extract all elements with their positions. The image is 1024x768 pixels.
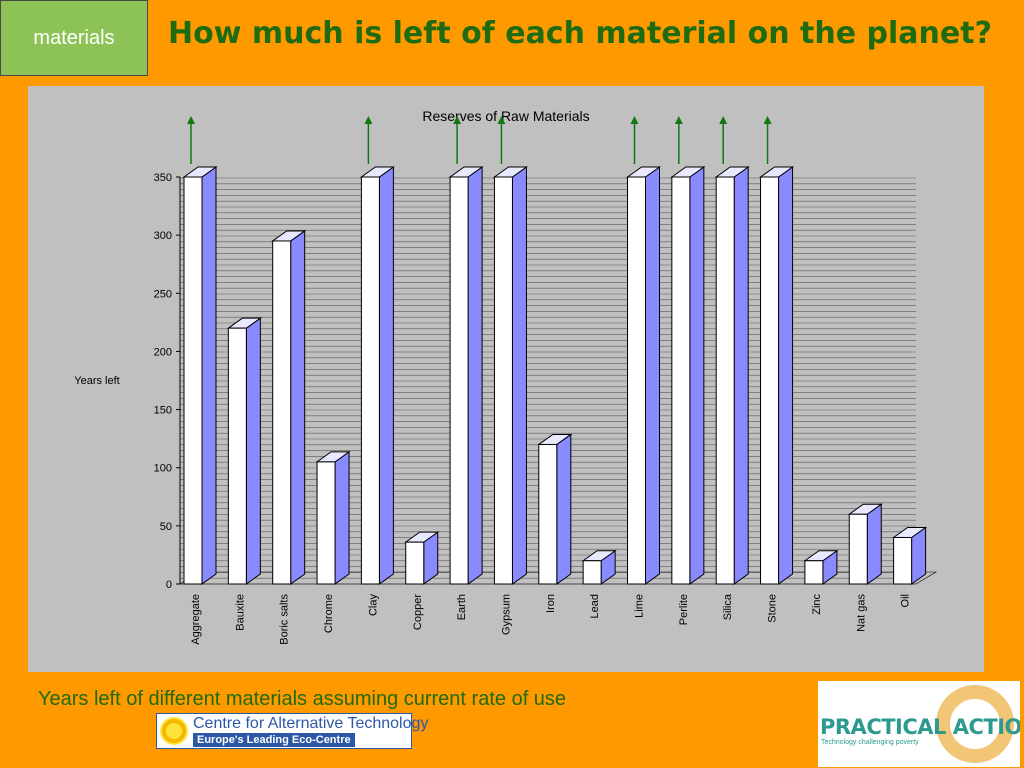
x-tick-label: Zinc	[811, 594, 823, 615]
chart-title: Reserves of Raw Materials	[422, 108, 589, 124]
bar	[271, 229, 307, 585]
bar	[803, 549, 839, 585]
bar-front	[582, 560, 602, 585]
section-tag: materials	[0, 0, 148, 76]
arrow-up-icon	[630, 116, 639, 124]
bar-side	[378, 166, 394, 585]
bar-side	[334, 450, 350, 585]
bar-front	[405, 541, 425, 585]
bar-front	[804, 560, 824, 585]
bar-side	[511, 166, 527, 585]
arrow-up-icon	[763, 116, 772, 124]
chart-panel: Reserves of Raw Materials Years left 0 50…	[28, 86, 984, 672]
x-axis-ticks: Aggregate Bauxite Boric salts Chrome Clay Cop…	[190, 593, 912, 645]
arrow-up-icon	[364, 116, 373, 124]
bar	[758, 166, 795, 585]
y-tick-label: 350	[154, 172, 172, 184]
x-tick-label: Earth	[456, 594, 468, 620]
bar-side	[201, 166, 217, 585]
bar-front	[848, 513, 868, 585]
bar-side	[733, 166, 749, 585]
y-tick-label: 300	[154, 230, 172, 242]
bar	[404, 531, 440, 585]
x-tick-label: Gypsum	[500, 594, 512, 635]
reserves-bar-chart: Reserves of Raw Materials Years left 0 50…	[74, 108, 938, 645]
x-tick-label: Oil	[900, 594, 912, 607]
bar-front	[449, 176, 469, 585]
bar-side	[689, 166, 705, 585]
bar-side	[467, 166, 483, 585]
bar-front	[227, 327, 247, 585]
exceeds-axis-arrows	[187, 116, 772, 164]
x-tick-label: Chrome	[323, 594, 335, 633]
bar	[847, 503, 883, 585]
x-tick-label: Aggregate	[190, 594, 202, 645]
x-tick-label: Clay	[367, 594, 379, 617]
x-tick-label: Nat gas	[855, 594, 867, 632]
bar-side	[556, 433, 572, 585]
x-tick-label: Copper	[412, 594, 424, 630]
arrow-up-icon	[719, 116, 728, 124]
bar	[492, 166, 529, 585]
arrow-up-icon	[497, 116, 506, 124]
bar	[315, 450, 351, 585]
bar	[448, 166, 484, 585]
bar-side	[245, 317, 261, 585]
bars	[182, 166, 928, 585]
x-tick-label: Boric salts	[279, 594, 291, 645]
practical-action-tagline: Technology challenging poverty	[821, 739, 919, 746]
bar	[537, 433, 573, 585]
x-tick-label: Bauxite	[234, 594, 246, 631]
bar-side	[866, 503, 882, 585]
bar-front	[183, 176, 203, 585]
y-tick-label: 100	[154, 463, 172, 475]
cat-logo-tagline: Europe's Leading Eco-Centre	[193, 733, 355, 747]
bar-side	[645, 166, 660, 585]
bar-front	[493, 176, 513, 585]
bar	[892, 526, 928, 585]
y-axis-label: Years left	[74, 375, 119, 387]
arrow-up-icon	[187, 116, 195, 124]
bar-side	[290, 229, 306, 585]
practical-action-name: PRACTICAL ACTION	[820, 715, 1020, 739]
bar-front	[760, 176, 780, 585]
bar	[670, 166, 706, 585]
y-tick-label: 150	[154, 405, 172, 417]
cat-logo-name: Centre for Alternative Technology	[193, 715, 429, 732]
bar-front	[627, 176, 646, 585]
slide-title: How much is left of each material on the…	[167, 16, 992, 51]
y-tick-label: 250	[154, 288, 172, 300]
y-tick-label: 50	[160, 521, 172, 533]
bar	[359, 166, 395, 585]
bar-front	[272, 240, 292, 585]
slide-caption: Years left of different materials assumi…	[38, 688, 567, 710]
bar-side	[778, 166, 794, 585]
x-tick-label: Lime	[634, 594, 646, 618]
cat-logo: Centre for Alternative Technology Europe…	[156, 713, 428, 749]
x-tick-label: Stone	[767, 594, 779, 623]
bar-front	[538, 443, 558, 585]
y-axis-ticks: 0 50 100 150 200 250 300 350	[154, 172, 180, 591]
arrow-up-icon	[453, 116, 462, 124]
bar	[581, 549, 617, 585]
bar-front	[316, 461, 336, 585]
sun-icon	[160, 717, 188, 745]
bar-front	[893, 536, 913, 585]
y-tick-label: 0	[166, 579, 172, 591]
bar-front	[360, 176, 380, 585]
x-tick-label: Perlite	[678, 594, 690, 625]
bar-front	[671, 176, 691, 585]
x-tick-label: Lead	[589, 594, 601, 618]
bar-front	[715, 176, 735, 585]
x-tick-label: Iron	[545, 594, 557, 613]
x-tick-label: Silica	[722, 593, 734, 620]
bar	[226, 317, 262, 585]
bar	[182, 166, 218, 585]
bar	[714, 166, 750, 585]
bar	[625, 166, 662, 585]
practical-action-logo: PRACTICAL ACTION Technology challenging …	[818, 681, 1020, 767]
y-tick-label: 200	[154, 346, 172, 358]
arrow-up-icon	[674, 116, 683, 124]
